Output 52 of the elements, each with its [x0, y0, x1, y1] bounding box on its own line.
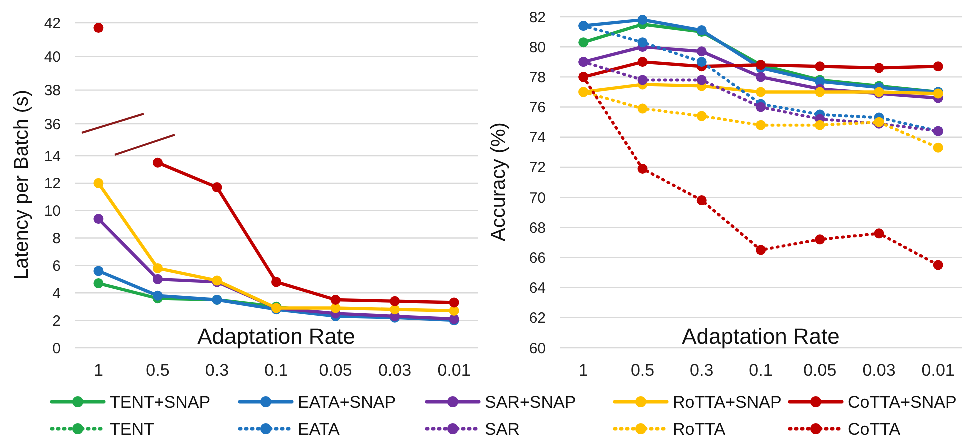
- y-tick-label: 60: [529, 340, 546, 358]
- y-tick-label: 76: [529, 100, 546, 117]
- y-tick-label: 6: [52, 258, 61, 275]
- x-tick-label: 0.01: [922, 361, 955, 380]
- x-tick-label: 0.1: [264, 361, 288, 380]
- y-tick-label: 38: [44, 82, 61, 100]
- x-tick-label: 0.03: [378, 361, 412, 380]
- y-tick-label: 14: [44, 148, 61, 166]
- y-tick-label: 2: [52, 312, 61, 330]
- y-tick-label: 12: [44, 176, 61, 193]
- legend-label: RoTTA+SNAP: [673, 392, 782, 412]
- y-axis-title: Latency per Batch (s): [11, 90, 33, 280]
- y-tick-label: 4: [52, 285, 61, 302]
- x-tick-label: 0.3: [205, 361, 230, 380]
- x-tick-label: 0.03: [862, 361, 896, 380]
- x-tick-label: 0.05: [804, 361, 837, 380]
- y-tick-label: 62: [529, 310, 546, 328]
- legend-label: CoTTA+SNAP: [848, 392, 957, 412]
- legend-label: EATA: [298, 420, 341, 439]
- x-tick-label: 0.05: [319, 361, 352, 380]
- legend-label: SAR+SNAP: [485, 392, 576, 412]
- x-tick-label: 0.5: [146, 361, 170, 380]
- y-tick-label: 70: [529, 190, 546, 207]
- y-tick-label: 66: [529, 250, 546, 267]
- y-axis-title: Accuracy (%): [488, 122, 510, 242]
- y-tick-label: 36: [44, 116, 61, 134]
- x-tick-label: 1: [94, 361, 104, 380]
- y-tick-label: 68: [529, 220, 546, 237]
- legend-label: CoTTA: [848, 420, 902, 439]
- y-tick-label: 80: [529, 39, 546, 56]
- legend-label: TENT: [110, 420, 154, 439]
- y-tick-label: 10: [44, 203, 61, 220]
- y-tick-label: 74: [529, 130, 546, 147]
- x-tick-label: 0.01: [438, 361, 471, 380]
- y-tick-label: 82: [529, 9, 546, 26]
- legend-label: EATA+SNAP: [298, 392, 396, 412]
- y-tick-label: 0: [52, 340, 61, 358]
- y-tick-label: 78: [529, 69, 546, 86]
- x-tick-label: 0.5: [630, 361, 655, 380]
- x-tick-label: 1: [578, 361, 588, 380]
- legend-label: RoTTA: [673, 420, 726, 439]
- x-tick-label: 0.1: [749, 361, 773, 380]
- y-tick-label: 42: [44, 15, 61, 32]
- legend-label: TENT+SNAP: [110, 392, 211, 412]
- x-axis-title: Adaptation Rate: [198, 324, 356, 349]
- y-tick-label: 72: [529, 160, 546, 177]
- x-tick-label: 0.3: [690, 361, 714, 380]
- legend-label: SAR: [485, 420, 520, 439]
- y-tick-label: 40: [44, 48, 61, 66]
- y-tick-label: 64: [529, 280, 546, 298]
- y-tick-label: 8: [52, 230, 61, 248]
- x-axis-title: Adaptation Rate: [682, 324, 840, 349]
